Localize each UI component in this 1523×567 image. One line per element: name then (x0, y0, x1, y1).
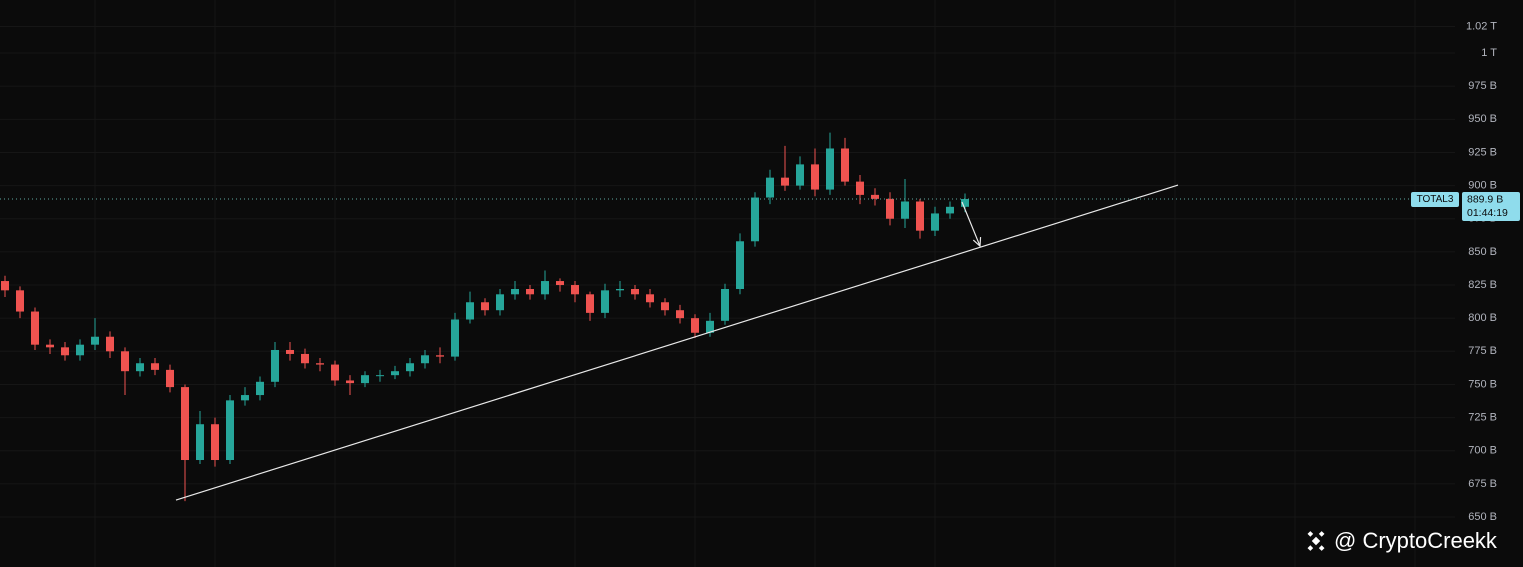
candle-body (481, 302, 489, 311)
candle-body (571, 285, 579, 295)
candle-body (826, 148, 834, 190)
candle-body (31, 311, 39, 345)
candle-body (781, 177, 789, 186)
candle-body (406, 363, 414, 372)
countdown-label: 01:44:19 (1467, 207, 1508, 219)
vertical-grid (94, 0, 1416, 567)
candle-body (166, 369, 174, 388)
candle-body (841, 148, 849, 182)
candle-body (556, 281, 564, 286)
candle-body (751, 197, 759, 242)
y-tick-label: 675 B (1468, 478, 1497, 490)
candle-body (256, 381, 264, 396)
candle-body (526, 289, 534, 295)
candle-body (436, 355, 444, 357)
candle-body (136, 363, 144, 372)
candle-body (796, 164, 804, 186)
y-tick-label: 725 B (1468, 412, 1497, 424)
candle-body (61, 347, 69, 356)
candle-body (391, 371, 399, 376)
candle-body (916, 201, 924, 231)
y-tick-label: 1 T (1481, 47, 1497, 59)
candle-body (361, 375, 369, 384)
plot: 650 B 675 B 700 B 725 B 750 B 775 B 800 B 825 B… (0, 20, 1520, 523)
candle-body (1, 281, 9, 291)
y-tick-label: 925 B (1468, 146, 1497, 158)
symbol-box (1411, 191, 1459, 207)
y-tick-label: 700 B (1468, 445, 1497, 457)
candle-body (886, 198, 894, 219)
candle-body (76, 344, 84, 356)
candle-body (421, 355, 429, 364)
candle-body (331, 364, 339, 381)
candle-body (46, 344, 54, 348)
candle-body (106, 336, 114, 352)
candle-body (901, 201, 909, 219)
candle-body (706, 320, 714, 333)
y-tick-label: 950 B (1468, 113, 1497, 125)
y-tick-label: 825 B (1468, 279, 1497, 291)
candle-body (601, 290, 609, 313)
candle-body (196, 424, 204, 461)
candle-body (316, 363, 324, 365)
y-tick-label: 850 B (1468, 246, 1497, 258)
candle-body (286, 349, 294, 354)
y-tick-label: 1.02 T (1466, 20, 1497, 32)
candle-body (616, 289, 624, 291)
candle-body (736, 241, 744, 290)
candle-body (496, 294, 504, 311)
candle-body (646, 294, 654, 303)
candle-body (301, 353, 309, 364)
candle-body (376, 375, 384, 377)
candle-body (16, 290, 24, 312)
candle-body (541, 281, 549, 295)
candle-body (721, 289, 729, 321)
candle-body (961, 198, 969, 207)
candle-body (586, 294, 594, 313)
arrow-head (972, 237, 982, 248)
y-tick-label: 650 B (1468, 511, 1497, 523)
candle-body (871, 194, 879, 199)
candle-body (226, 400, 234, 461)
watermark: @ CryptoCreekk (1307, 528, 1498, 553)
candle-body (691, 318, 699, 333)
symbol-label: TOTAL3 (1417, 194, 1454, 205)
candle-body (91, 336, 99, 345)
y-tick-label: 975 B (1468, 80, 1497, 92)
candle-body (151, 363, 159, 370)
candle-body (241, 395, 249, 401)
candle-body (181, 387, 189, 461)
y-tick-label: 800 B (1468, 312, 1497, 324)
candle-body (511, 289, 519, 295)
candle-body (451, 319, 459, 357)
y-tick-label: 750 B (1468, 378, 1497, 390)
candle-body (856, 181, 864, 195)
y-tick-label: 900 B (1468, 180, 1497, 192)
candle-body (271, 349, 279, 382)
candle-body (211, 424, 219, 461)
candle-body (811, 164, 819, 190)
candle-body (766, 177, 774, 198)
candle-body (346, 380, 354, 384)
price-label: 889.9 B (1467, 193, 1503, 205)
trend-line (175, 184, 1179, 501)
y-tick-label: 775 B (1468, 345, 1497, 357)
candle-body (121, 351, 129, 372)
candle-body (946, 206, 954, 214)
candle-body (676, 310, 684, 319)
candle-body (931, 213, 939, 231)
candle-body (631, 289, 639, 295)
candle-body (466, 302, 474, 320)
candle-body (661, 302, 669, 311)
price-box (1462, 191, 1520, 221)
arrow-line (961, 201, 981, 247)
watermark-text: @ CryptoCreekk (1334, 528, 1498, 553)
